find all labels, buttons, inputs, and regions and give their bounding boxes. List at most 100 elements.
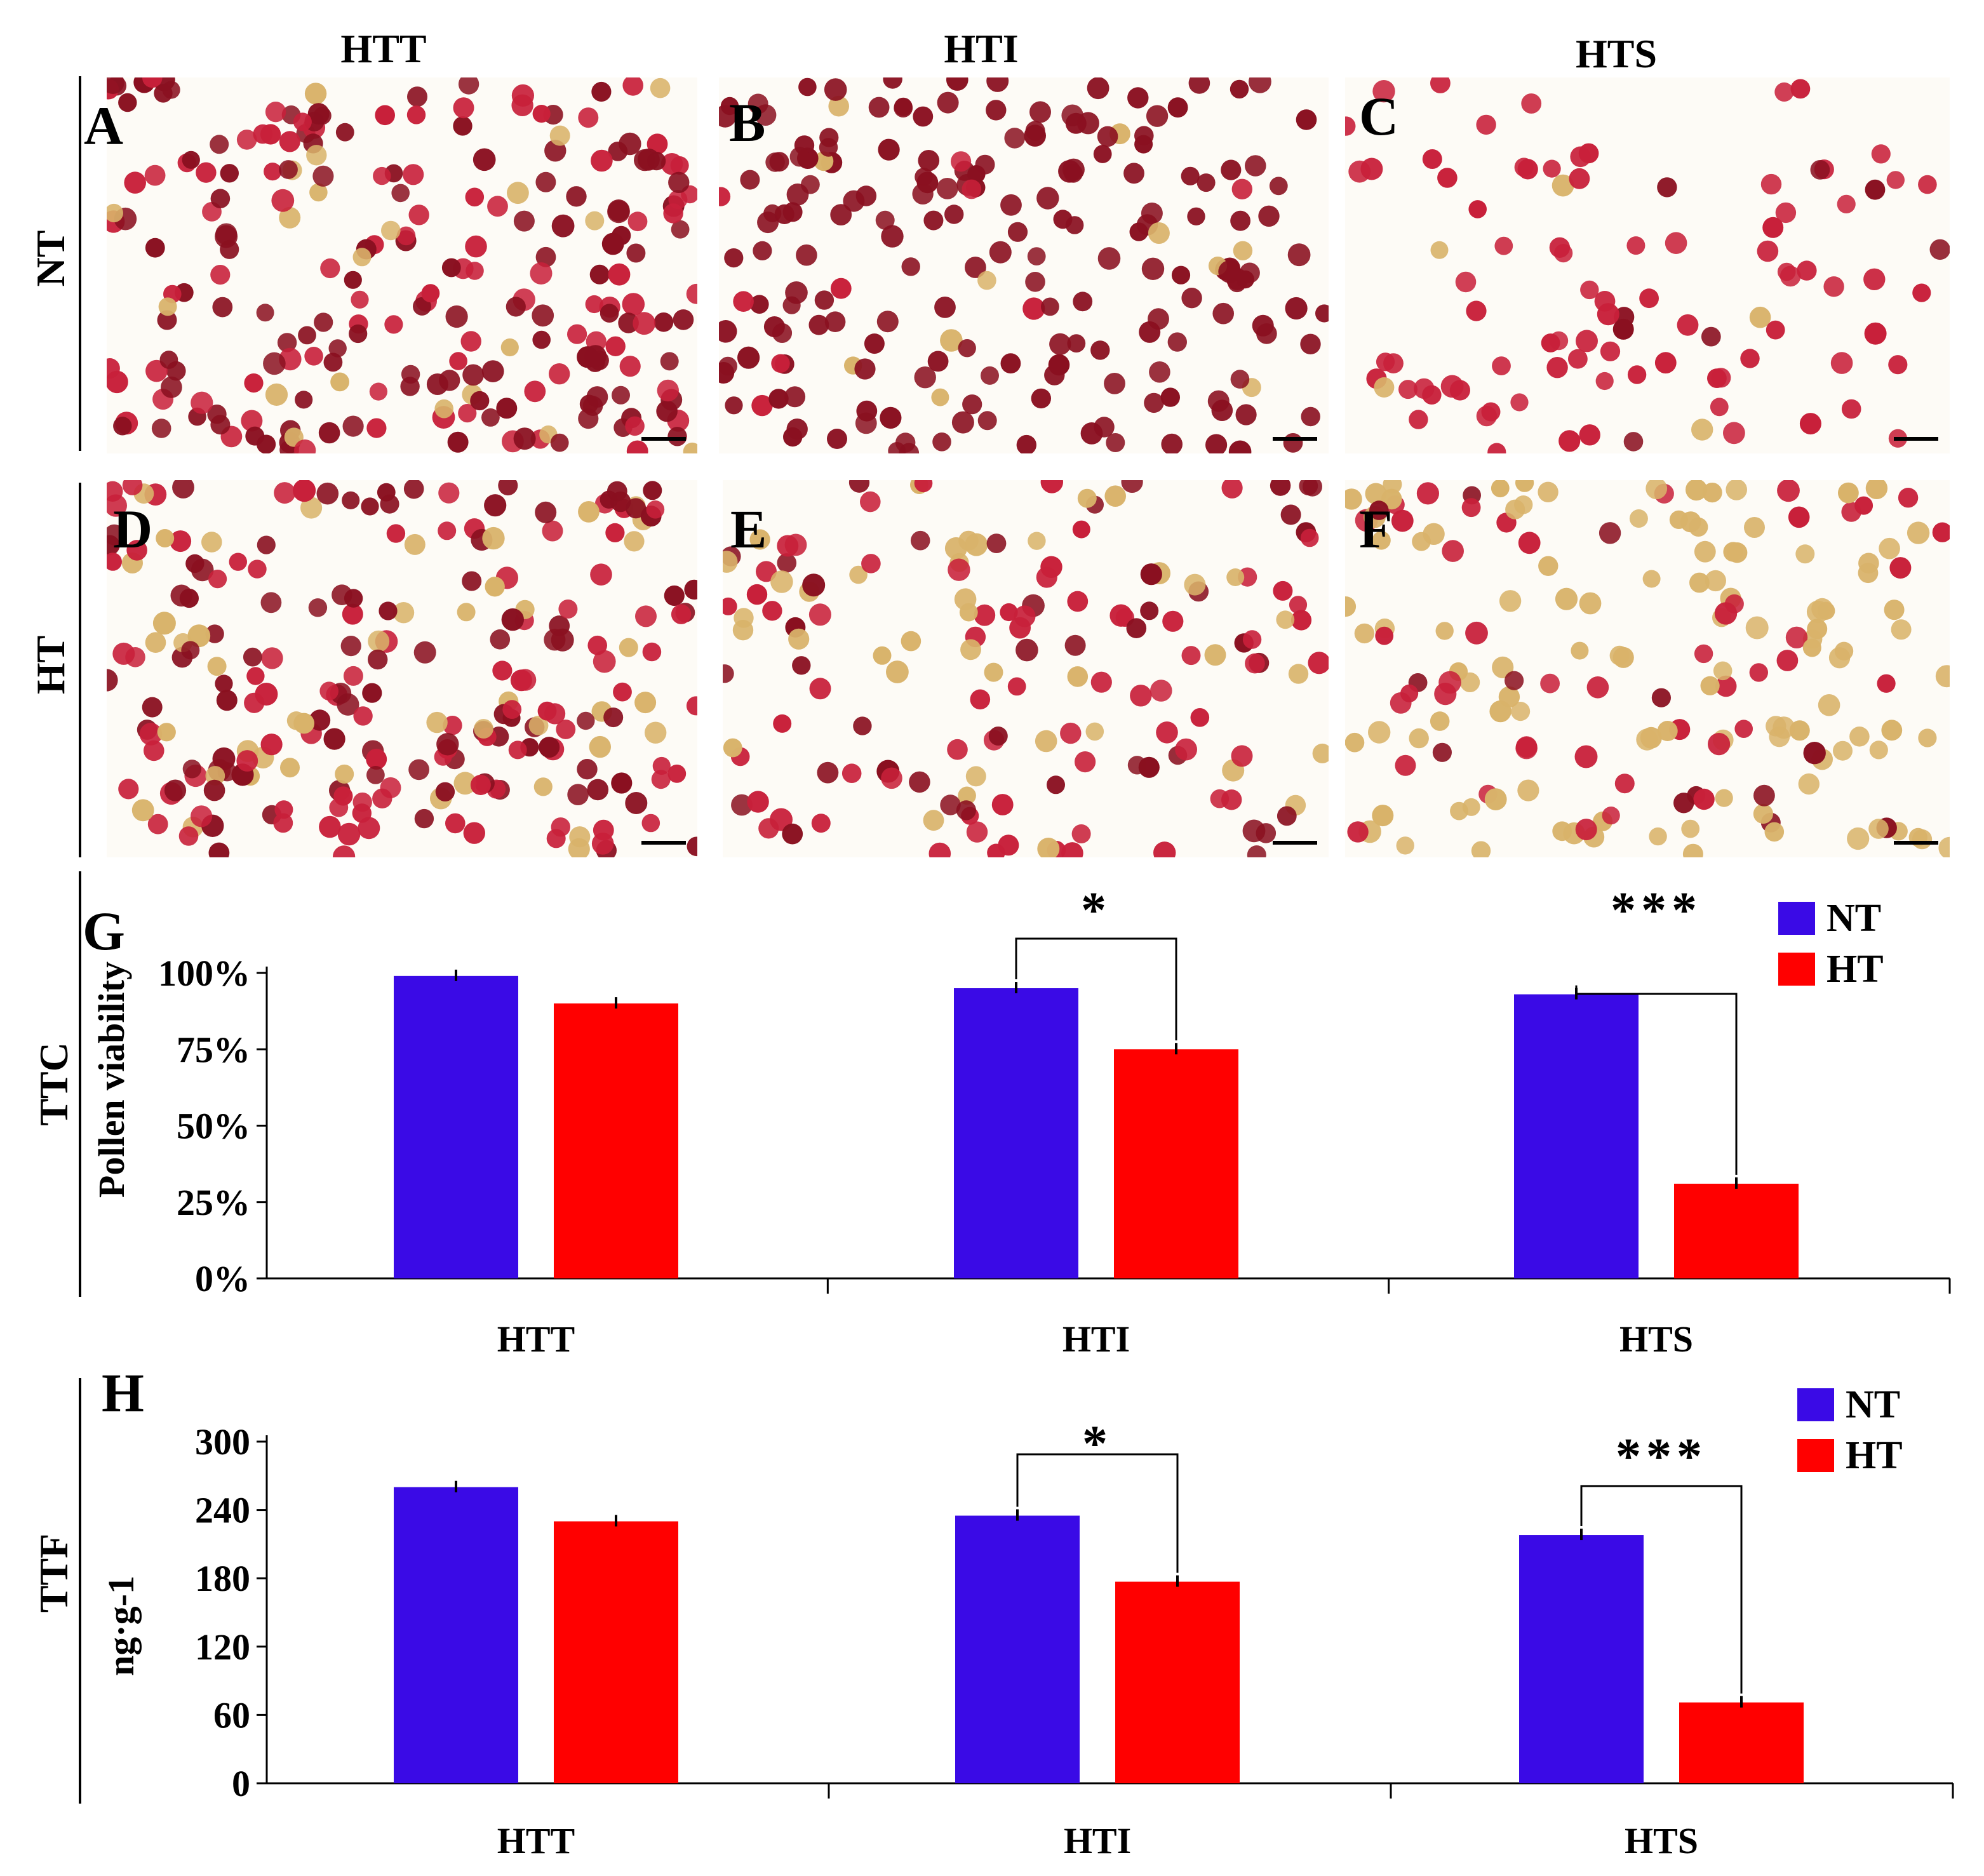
pollen-grain bbox=[530, 262, 553, 285]
pollen-grain bbox=[1000, 353, 1021, 374]
pollen-grain bbox=[157, 310, 177, 330]
pollen-grain bbox=[1104, 373, 1125, 394]
pollen-grain bbox=[1629, 509, 1648, 528]
pollen-grain bbox=[142, 77, 163, 88]
pollen-grain bbox=[591, 149, 613, 172]
pollen-grain bbox=[593, 650, 616, 673]
y-axis-label: ng·g-1 bbox=[100, 1576, 142, 1676]
pollen-grain bbox=[1517, 159, 1538, 180]
pollen-grain bbox=[343, 666, 363, 686]
pollen-grain bbox=[1849, 727, 1870, 747]
pollen-grain bbox=[380, 777, 401, 798]
pollen-grain bbox=[1141, 257, 1165, 280]
pollen-grain bbox=[1270, 480, 1291, 496]
pollen-grain bbox=[1766, 320, 1785, 340]
pollen-grain bbox=[1391, 509, 1414, 532]
pollen-grain bbox=[1190, 708, 1210, 727]
pollen-grain bbox=[207, 405, 227, 424]
bar-ht-hti bbox=[1115, 1581, 1240, 1783]
pollen-grain bbox=[719, 356, 737, 376]
pollen-grain bbox=[923, 210, 944, 231]
pollen-grain bbox=[342, 415, 364, 437]
pollen-grain bbox=[1067, 666, 1089, 687]
pollen-grain bbox=[909, 771, 930, 793]
pollen-grain bbox=[295, 391, 313, 409]
y-tick-label: 60 bbox=[213, 1694, 250, 1736]
scale-bar bbox=[641, 841, 686, 845]
pollen-grain bbox=[1109, 604, 1132, 627]
pollen-grain bbox=[786, 183, 809, 206]
pollen-grain bbox=[1296, 109, 1317, 130]
pollen-grain bbox=[1345, 488, 1362, 510]
pollen-grain bbox=[916, 171, 939, 194]
pollen-grain bbox=[1627, 365, 1647, 384]
legend-label-nt: NT bbox=[1826, 897, 1881, 940]
pollen-grain bbox=[651, 770, 671, 789]
scale-bar bbox=[1273, 841, 1317, 845]
pollen-grain bbox=[1515, 480, 1534, 492]
pollen-grain bbox=[830, 278, 852, 299]
pollen-grain bbox=[777, 553, 797, 573]
pollen-grain bbox=[988, 727, 1008, 746]
pollen-grain bbox=[1642, 570, 1661, 588]
column-title-hts: HTS bbox=[1575, 31, 1658, 76]
pollen-grain bbox=[1047, 775, 1065, 794]
pollen-grain bbox=[535, 171, 556, 192]
pollen-grain bbox=[756, 561, 777, 582]
pollen-grain bbox=[1398, 380, 1418, 399]
pollen-grain bbox=[318, 422, 340, 444]
pollen-grain bbox=[965, 257, 986, 278]
pollen-grain bbox=[481, 360, 504, 382]
pollen-grain bbox=[827, 429, 847, 449]
pollen-grain bbox=[619, 638, 638, 657]
pollen-grain bbox=[783, 427, 803, 447]
pollen-grain bbox=[578, 107, 599, 128]
pollen-grain bbox=[1090, 671, 1112, 693]
scale-bar bbox=[1894, 437, 1938, 441]
pollen-grain bbox=[1764, 822, 1785, 842]
pollen-grain bbox=[619, 132, 641, 156]
pollen-grain bbox=[584, 345, 607, 368]
pollen-grain bbox=[1677, 314, 1699, 336]
pollen-grain bbox=[435, 782, 455, 801]
y-tick-label: 300 bbox=[195, 1421, 250, 1463]
pollen-grain bbox=[725, 396, 743, 415]
pollen-grain bbox=[796, 244, 817, 266]
pollen-grain bbox=[306, 145, 327, 166]
pollen-grain bbox=[683, 442, 697, 453]
pollen-grain bbox=[1657, 177, 1677, 198]
pollen-grain bbox=[244, 692, 265, 713]
pollen-grain bbox=[361, 497, 379, 516]
pollen-grain bbox=[671, 220, 690, 239]
pollen-grain bbox=[309, 183, 328, 202]
pollen-grains bbox=[723, 480, 1329, 857]
pollen-grain bbox=[366, 766, 385, 784]
pollen-grain bbox=[965, 766, 986, 787]
pollen-grain bbox=[485, 577, 505, 597]
significance-mark: * bbox=[1082, 1416, 1113, 1472]
pollen-grain bbox=[934, 297, 956, 318]
pollen-grain bbox=[1602, 807, 1620, 825]
bar-nt-htt bbox=[394, 975, 518, 1278]
pollen-grain bbox=[1891, 619, 1912, 640]
pollen-grain bbox=[353, 706, 373, 726]
pollen-grain bbox=[1499, 590, 1522, 612]
pollen-grain bbox=[1476, 114, 1496, 135]
pollen-grain bbox=[1442, 540, 1464, 562]
y-tick-label: 50% bbox=[177, 1106, 250, 1147]
pollen-grain bbox=[1449, 380, 1470, 401]
pollen-grain bbox=[951, 151, 972, 172]
bar-ht-hts bbox=[1674, 1183, 1799, 1278]
pollen-grain bbox=[1230, 79, 1249, 99]
pollen-grain bbox=[528, 716, 549, 735]
pollen-grain bbox=[854, 358, 876, 380]
pollen-grain bbox=[1810, 160, 1830, 180]
pollen-grain bbox=[1354, 623, 1375, 644]
pollen-grain bbox=[514, 669, 537, 691]
pollen-grain bbox=[279, 160, 298, 179]
pollen-grain bbox=[1777, 262, 1796, 281]
pollen-grain bbox=[1121, 480, 1143, 493]
pollen-grain bbox=[622, 293, 645, 316]
pollen-grain bbox=[1231, 178, 1252, 199]
pollen-grain bbox=[1235, 404, 1257, 425]
